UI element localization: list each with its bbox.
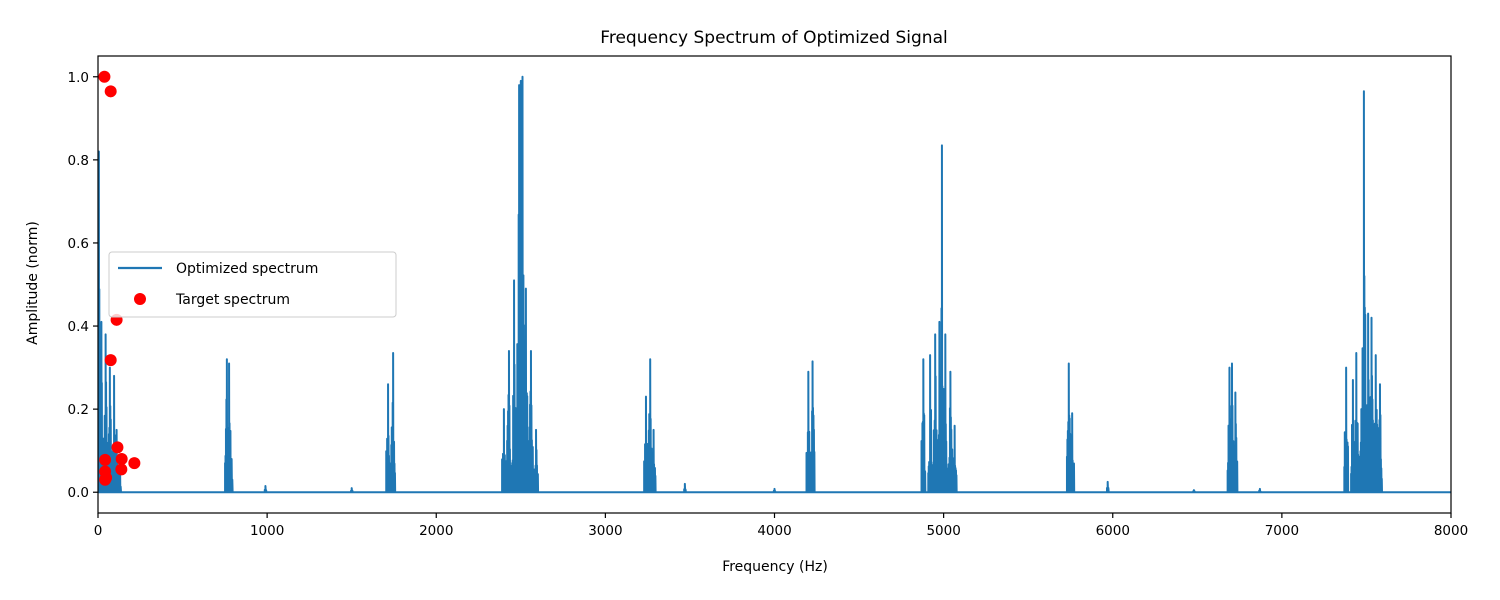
x-tick-label: 6000 bbox=[1096, 523, 1130, 539]
target-point bbox=[111, 441, 124, 454]
target-point bbox=[115, 452, 128, 465]
plot-area bbox=[98, 70, 1451, 494]
legend: Optimized spectrum Target spectrum bbox=[108, 251, 397, 318]
target-point bbox=[99, 473, 112, 486]
target-point bbox=[104, 85, 117, 98]
y-tick-label: 0.8 bbox=[68, 153, 89, 169]
legend-scatter-swatch bbox=[134, 293, 146, 305]
axes: 0 1000 2000 3000 4000 5000 6000 7000 8000 0.0 0.2 0… bbox=[68, 55, 1468, 539]
plot-content bbox=[98, 75, 1451, 494]
target-point bbox=[104, 354, 117, 367]
target-point bbox=[128, 457, 141, 470]
y-tick-label: 0.6 bbox=[68, 236, 89, 252]
target-point bbox=[115, 463, 128, 476]
y-axis-label: Amplitude (norm) bbox=[25, 221, 41, 345]
y-tick-label: 0.4 bbox=[68, 319, 89, 335]
y-tick-label: 0.2 bbox=[68, 402, 89, 418]
target-point bbox=[98, 70, 111, 83]
x-tick-label: 3000 bbox=[588, 523, 622, 539]
x-tick-label: 2000 bbox=[419, 523, 453, 539]
chart-title: Frequency Spectrum of Optimized Signal bbox=[600, 28, 947, 48]
x-axis-label: Frequency (Hz) bbox=[722, 559, 828, 575]
legend-box bbox=[108, 251, 397, 318]
y-tick-label: 1.0 bbox=[68, 70, 89, 86]
x-tick-label: 5000 bbox=[926, 523, 960, 539]
x-tick-label: 4000 bbox=[757, 523, 791, 539]
target-point bbox=[99, 453, 112, 466]
x-tick-label: 1000 bbox=[250, 523, 284, 539]
legend-label-optimized: Optimized spectrum bbox=[176, 261, 318, 277]
x-tick-label: 8000 bbox=[1434, 523, 1468, 539]
x-tick-label: 0 bbox=[94, 523, 103, 539]
optimized-spectrum-line bbox=[98, 75, 1451, 494]
y-tick-label: 0.0 bbox=[68, 485, 89, 501]
x-tick-label: 7000 bbox=[1265, 523, 1299, 539]
legend-label-target: Target spectrum bbox=[175, 292, 290, 308]
